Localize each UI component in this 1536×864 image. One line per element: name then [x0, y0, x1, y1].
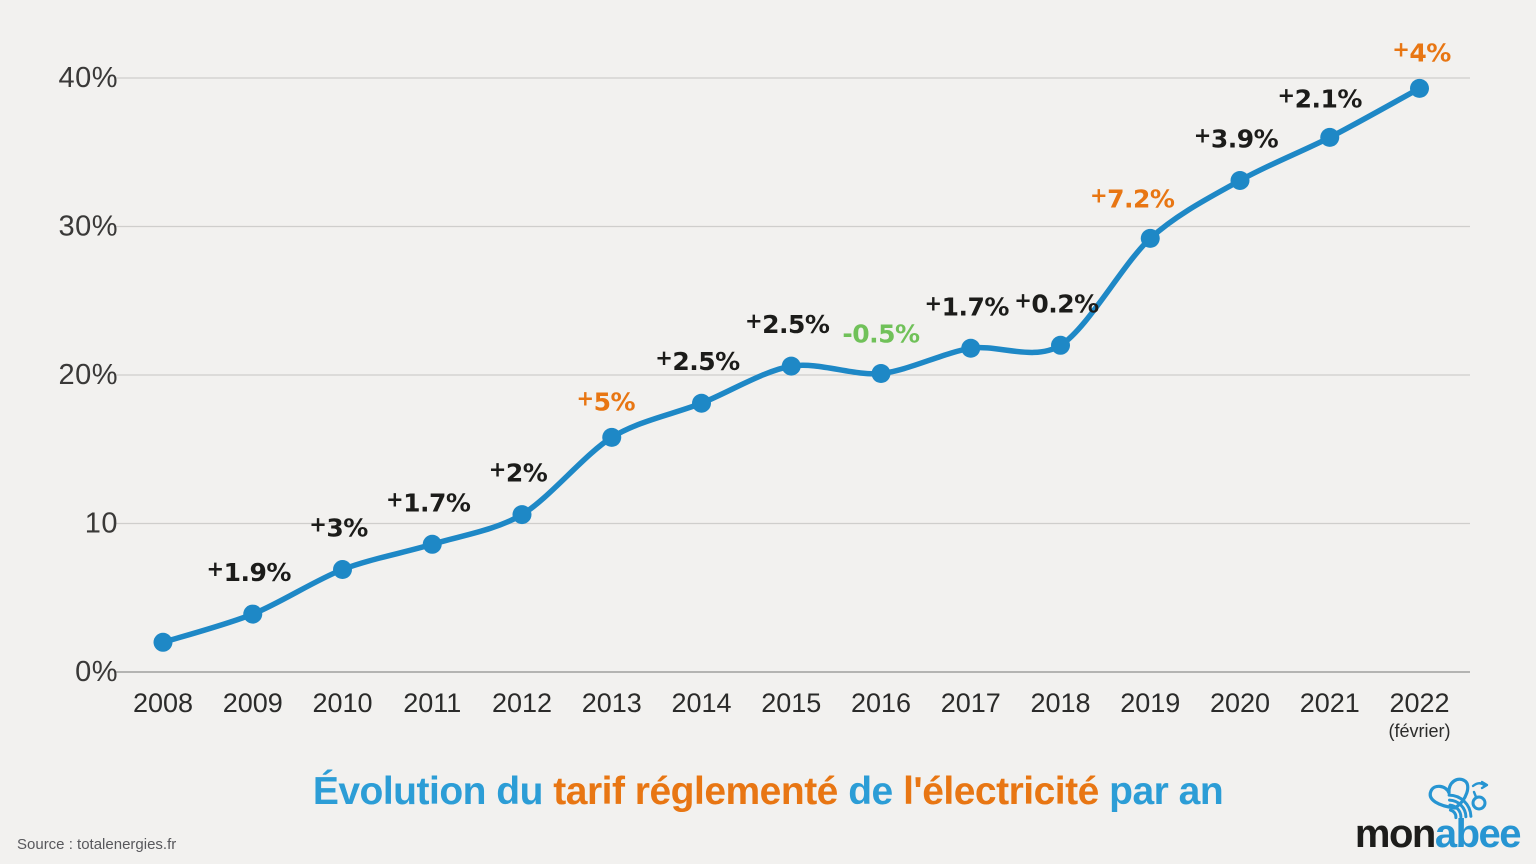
- y-tick-label: 0%: [75, 656, 118, 688]
- logo-text-abee: abee: [1434, 812, 1522, 856]
- data-point: [153, 632, 173, 652]
- x-tick-label: 2016: [851, 688, 911, 718]
- point-label: +5%: [576, 386, 635, 416]
- point-label: -0.5%: [842, 320, 920, 349]
- y-tick-label: 20%: [58, 359, 118, 391]
- data-point: [1410, 78, 1429, 98]
- title-segment: tarif réglementé: [553, 770, 838, 813]
- title-segment: Évolution du: [312, 770, 554, 813]
- point-label: +3%: [309, 513, 368, 543]
- point-label: +4%: [1392, 37, 1451, 67]
- bee-icon: [1428, 777, 1489, 820]
- logo-text-mon: mon: [1354, 812, 1436, 856]
- point-label: +2.5%: [745, 309, 830, 339]
- title-segment: par an: [1098, 770, 1224, 813]
- data-point: [512, 505, 532, 525]
- line-chart: 0% 10 20% 30% 40% 2008 2009 2010 2011 2012 2013 201…: [58, 37, 1470, 741]
- point-label: +1.9%: [207, 557, 292, 587]
- x-tick-label: 2010: [312, 688, 372, 718]
- y-tick-label: 30%: [58, 211, 118, 243]
- data-point: [333, 560, 352, 580]
- point-label: +7.2%: [1090, 183, 1175, 213]
- data-point: [961, 338, 981, 358]
- point-label: +1.7%: [386, 487, 471, 517]
- x-tick-label: 2014: [671, 688, 731, 718]
- x-tick-label: 2008: [133, 688, 193, 718]
- point-label: +2%: [489, 458, 548, 488]
- title-segment: l'électricité: [903, 770, 1099, 813]
- title-segment: de: [837, 770, 904, 813]
- point-label: +2.5%: [655, 346, 740, 376]
- monabee-logo: monabee: [1354, 772, 1522, 856]
- y-tick-label: 40%: [58, 62, 118, 94]
- y-tick-label: 10: [85, 508, 118, 540]
- data-point: [871, 364, 891, 384]
- x-tick-label: 2021: [1300, 688, 1360, 718]
- point-label: +2.1%: [1278, 83, 1363, 113]
- data-point: [602, 427, 622, 447]
- data-point: [1230, 170, 1250, 190]
- x-tick-label: 2020: [1210, 688, 1270, 718]
- x-tick-label: 2019: [1120, 688, 1180, 718]
- data-point: [243, 604, 263, 624]
- data-point: [781, 356, 801, 376]
- x-tick-label: 2022: [1389, 688, 1449, 718]
- x-tick-label: 2011: [403, 688, 461, 718]
- data-point: [1140, 228, 1160, 248]
- x-tick-label: 2017: [941, 688, 1001, 718]
- data-point: [1320, 127, 1340, 147]
- data-point: [422, 534, 442, 554]
- source-text: Source : totalenergies.fr: [17, 836, 177, 853]
- point-label: +0.2%: [1014, 288, 1099, 318]
- x-tick-label: 2013: [582, 688, 642, 718]
- data-point: [692, 393, 711, 413]
- data-point: [1051, 335, 1070, 355]
- logo-wordmark: monabee: [1354, 812, 1522, 856]
- point-label: +1.7%: [925, 291, 1010, 321]
- x-tick-label: 2012: [492, 688, 552, 718]
- point-label: +3.9%: [1194, 123, 1279, 153]
- x-tick-label: 2018: [1030, 688, 1090, 718]
- x-tick-label: 2015: [761, 688, 821, 718]
- chart-title: Évolution du tarif réglementé de l'élect…: [0, 770, 1536, 814]
- x-tick-label: 2009: [223, 688, 283, 718]
- x-tick-subnote: (février): [1389, 721, 1451, 741]
